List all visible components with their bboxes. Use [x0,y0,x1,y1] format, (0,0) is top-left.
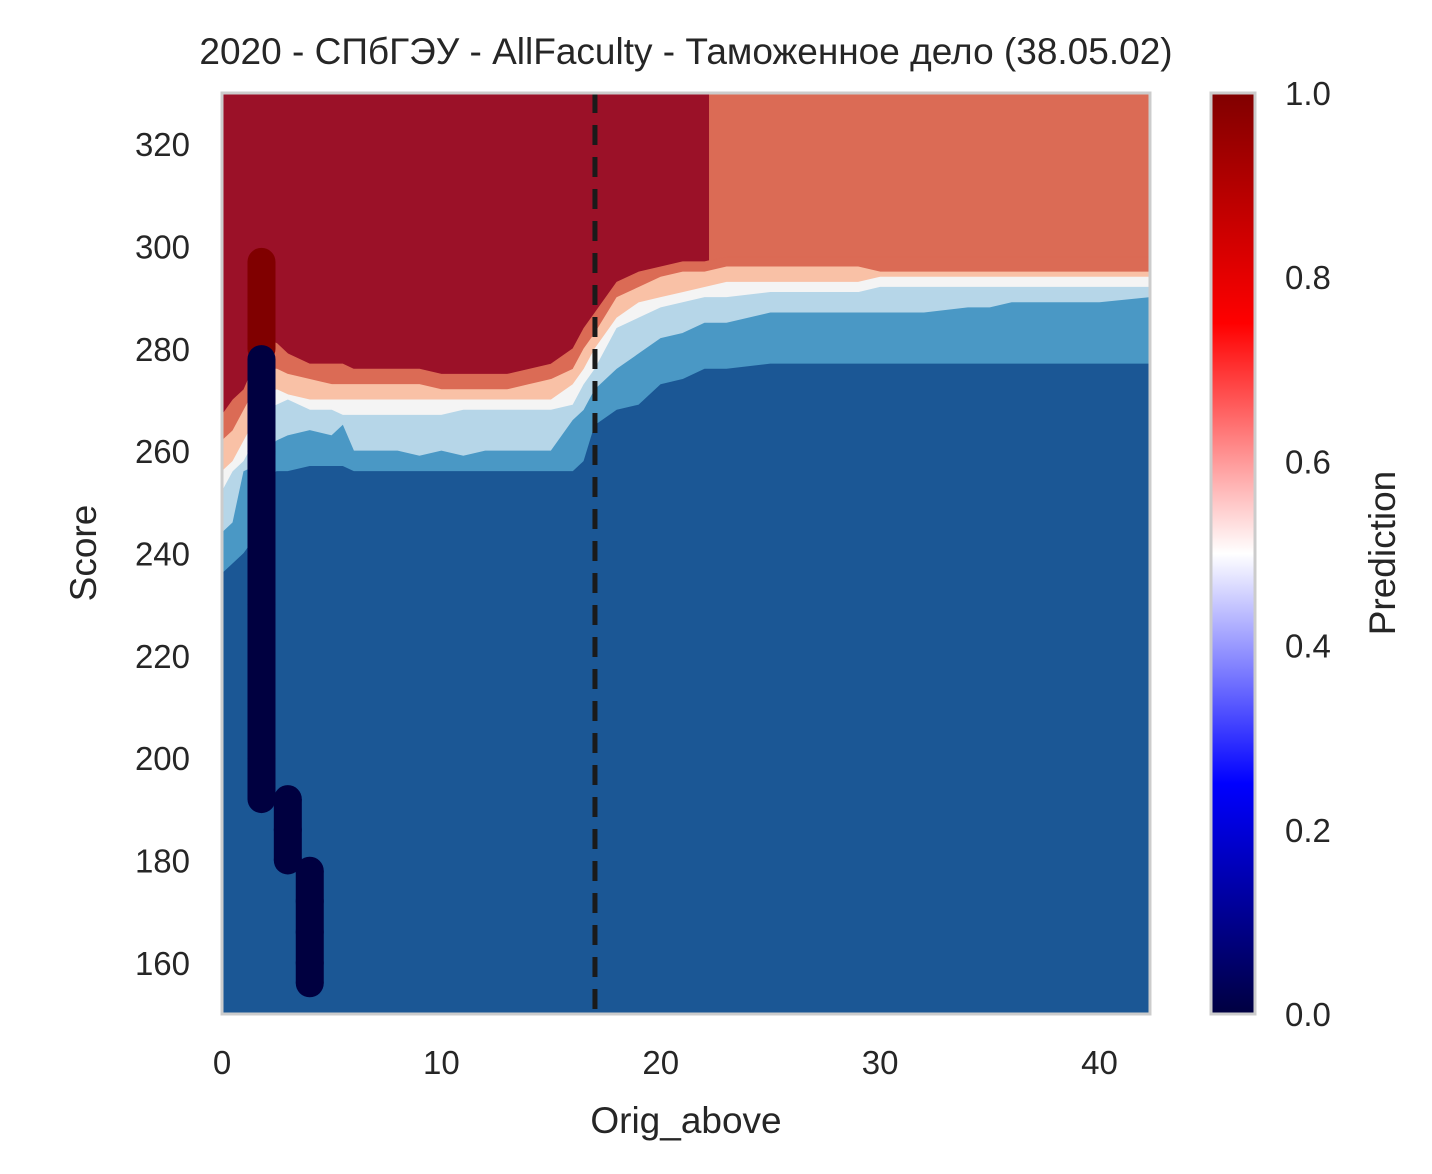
colorbar-tick-label: 1.0 [1285,75,1331,112]
scatter-point [273,785,302,814]
colorbar-tick-label: 0.8 [1285,259,1331,296]
x-tick-label: 20 [642,1044,679,1081]
y-axis-label: Score [63,505,104,602]
y-axis-ticks: 160 180 200 220 240 260 280 300 320 [135,126,190,982]
scatter-point [273,846,302,875]
scatter-point [295,856,324,885]
scatter-point [295,918,324,947]
contour-fill [222,93,1150,1014]
scatter-point [247,488,276,517]
scatter-point [295,948,324,977]
colorbar-tick-label: 0.6 [1285,443,1331,480]
x-axis-label: Orig_above [590,1100,781,1141]
x-tick-label: 10 [423,1044,460,1081]
y-tick-label: 160 [135,945,190,982]
scatter-point [295,969,324,998]
scatter-points [247,247,324,998]
scatter-point [247,539,276,568]
scatter-point [273,815,302,844]
scatter-point [247,345,276,374]
colorbar-tick-label: 0.2 [1285,812,1331,849]
y-tick-label: 200 [135,740,190,777]
scatter-point [247,437,276,466]
x-tick-label: 30 [862,1044,899,1081]
scatter-point [247,641,276,670]
x-tick-label: 40 [1081,1044,1118,1081]
colorbar-label: Prediction [1362,471,1403,636]
scatter-point [247,386,276,414]
colorbar-ticks: 0.0 0.2 0.4 0.6 0.8 1.0 [1285,75,1331,1033]
y-tick-label: 180 [135,843,190,880]
y-tick-label: 280 [135,331,190,368]
scatter-point [247,590,276,619]
scatter-point [247,785,276,814]
scatter-point [247,744,276,773]
plot-frame [220,91,1152,1016]
y-tick-label: 300 [135,229,190,266]
scatter-column [247,359,276,800]
colorbar [1209,91,1257,1016]
x-tick-label: 0 [213,1044,231,1081]
y-tick-label: 220 [135,638,190,675]
scatter-point [295,887,324,916]
chart-title: 2020 - СПбГЭУ - AllFaculty - Таможенное … [199,31,1172,72]
colorbar-tick-label: 0.4 [1285,628,1331,665]
y-tick-label: 260 [135,433,190,470]
contour-band-1 [222,363,1150,1014]
x-axis-ticks: 0 10 20 30 40 [213,1044,1118,1081]
scatter-point [247,247,276,276]
scatter-point [247,693,276,721]
y-tick-label: 240 [135,536,190,573]
colorbar-tick-label: 0.0 [1285,996,1331,1033]
y-tick-label: 320 [135,126,190,163]
